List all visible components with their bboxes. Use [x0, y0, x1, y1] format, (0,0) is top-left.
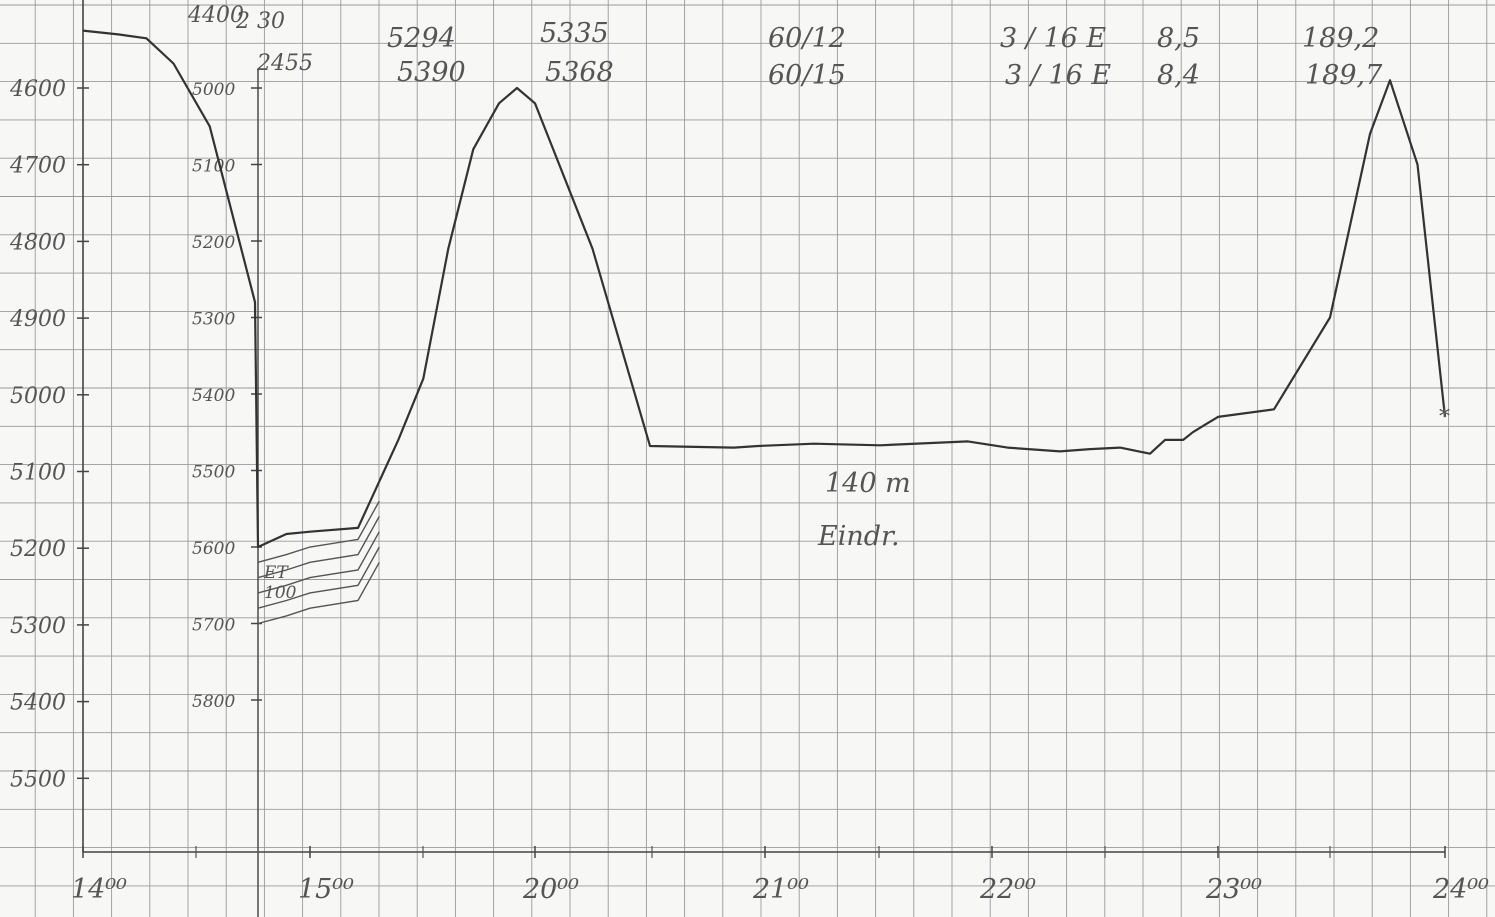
x-tick-label: 21⁰⁰: [752, 874, 809, 905]
top-row1-value-6: 8,5: [1157, 23, 1200, 54]
fan-series-line: [257, 516, 380, 579]
annotation-et: ET: [263, 563, 289, 583]
x-tick-label: 23⁰⁰: [1205, 874, 1262, 905]
outer-y-tick-label: 4800: [9, 230, 66, 255]
annotation-depth: 140 m: [825, 468, 911, 499]
outer-y-tick-label: 5500: [10, 767, 66, 792]
outer-y-tick-label: 5400: [10, 691, 66, 716]
top-row2-value-6: 8,4: [1157, 60, 1200, 91]
top-row2-value-4: 60/15: [768, 60, 846, 91]
fan-series-line: [257, 546, 380, 609]
inner-y-tick-label: 5100: [192, 157, 235, 177]
partial-top-value-1: 4400: [187, 3, 244, 28]
outer-y-tick-label: 5100: [10, 461, 66, 486]
outer-y-tick-label: 4600: [9, 77, 66, 102]
fan-series-line: [257, 561, 380, 625]
labels-group: 4400 2 30 2455 5294 5390 5335 5368 60/12…: [187, 3, 1383, 603]
top-row1-value-2: 5294: [387, 23, 456, 54]
fan-series-line: [257, 500, 380, 563]
inner-y-tick-label: 5600: [192, 539, 235, 559]
inner-y-tick-label: 5200: [192, 233, 235, 253]
main-series-group: *: [82, 29, 1450, 549]
end-marker: *: [1439, 405, 1450, 430]
x-tick-label: 20⁰⁰: [522, 874, 579, 905]
x-tick-label: 15⁰⁰: [298, 874, 354, 905]
top-row2-value-3: 5368: [545, 57, 614, 88]
fan-series-group: [257, 500, 380, 625]
outer-y-tick-label: 4900: [9, 307, 66, 332]
top-row1-value-3: 5335: [540, 18, 609, 49]
inner-y-tick-label: 5800: [192, 692, 235, 712]
top-row1-value-7: 189,2: [1302, 23, 1379, 54]
x-tick-label: 14⁰⁰: [71, 874, 127, 905]
fan-series-line: [257, 531, 380, 594]
chart-axes: 14⁰⁰ 15⁰⁰ 20⁰⁰ 21⁰⁰ 22⁰⁰ 23⁰⁰ 24⁰⁰ 4600 4700 4800…: [9, 0, 1489, 917]
top-row2-value-7: 189,7: [1305, 60, 1383, 91]
outer-y-tick-label: 5200: [10, 537, 66, 562]
inner-y-tick-label: 5500: [192, 463, 235, 483]
outer-y-tick-label: 5300: [10, 614, 66, 639]
outer-y-tick-label: 5000: [10, 384, 66, 409]
x-tick-label: 22⁰⁰: [979, 874, 1036, 905]
x-tick-label: 24⁰⁰: [1432, 874, 1489, 905]
main-series-line: [82, 29, 1447, 549]
inner-y-tick-label: 5000: [192, 80, 235, 100]
partial-top-value-2: 2 30: [235, 9, 285, 34]
top-row1-value-4: 60/12: [768, 23, 846, 54]
top-row1-value-5: 3 / 16 E: [1000, 23, 1106, 54]
outer-y-tick-label: 4700: [9, 154, 66, 179]
top-row2-value-2: 5390: [397, 57, 466, 88]
top-row2-value-5: 3 / 16 E: [1005, 60, 1111, 91]
inner-y-tick-label: 5300: [192, 310, 235, 330]
inner-y-tick-label: 5400: [192, 386, 235, 406]
top-row2-value-1: 2455: [256, 51, 313, 76]
annotation-note: Eindr.: [817, 521, 900, 552]
annotation-100: 100: [264, 583, 297, 603]
inner-y-tick-label: 5700: [192, 616, 235, 636]
